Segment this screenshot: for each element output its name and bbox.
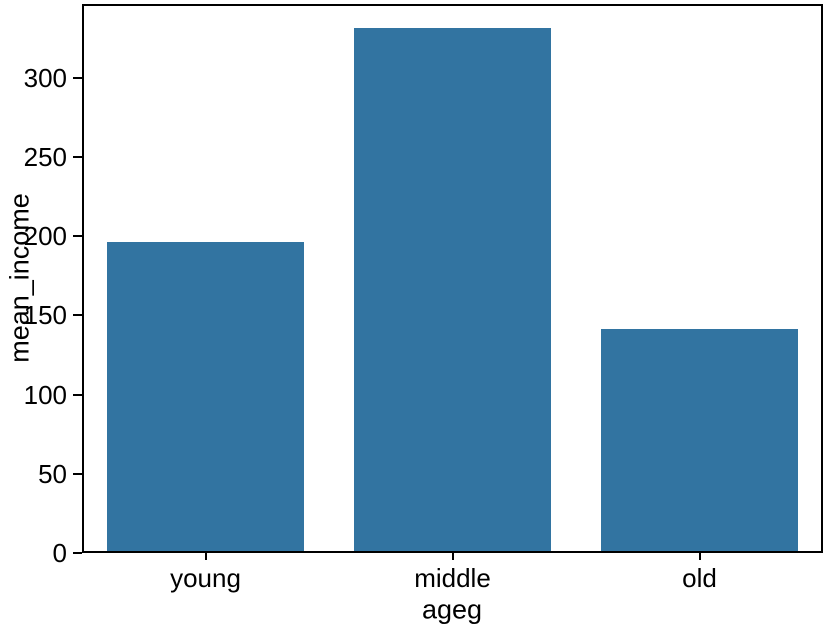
x-tick-label-middle: middle bbox=[414, 563, 491, 593]
y-tick-mark-50 bbox=[73, 472, 82, 475]
y-tick-label-150: 150 bbox=[23, 300, 67, 331]
x-tick-mark-middle bbox=[451, 551, 454, 560]
y-axis-label: mean_income bbox=[4, 193, 35, 363]
y-tick-mark-100 bbox=[73, 393, 82, 396]
y-tick-label-300: 300 bbox=[23, 62, 67, 93]
y-tick-mark-0 bbox=[73, 552, 82, 554]
y-tick-mark-300 bbox=[73, 76, 82, 79]
x-tick-label-old: old bbox=[682, 563, 717, 593]
y-tick-label-100: 100 bbox=[23, 379, 67, 410]
y-tick-mark-200 bbox=[73, 235, 82, 238]
y-tick-label-0: 0 bbox=[52, 538, 67, 568]
bar-young bbox=[106, 242, 305, 551]
x-tick-mark-young bbox=[204, 551, 207, 560]
bar-old bbox=[600, 329, 799, 551]
x-tick-mark-old bbox=[698, 551, 701, 560]
bar-middle bbox=[353, 28, 552, 551]
y-tick-mark-150 bbox=[73, 314, 82, 317]
x-tick-label-young: young bbox=[170, 563, 241, 593]
y-tick-mark-250 bbox=[73, 155, 82, 158]
plot-area: young middle old 0 50 100 150 200 250 300 bbox=[24, 4, 823, 591]
y-tick-label-250: 250 bbox=[23, 141, 67, 172]
x-axis-label: ageg bbox=[421, 594, 483, 625]
y-tick-label-50: 50 bbox=[38, 458, 67, 489]
y-tick-label-200: 200 bbox=[23, 221, 67, 252]
